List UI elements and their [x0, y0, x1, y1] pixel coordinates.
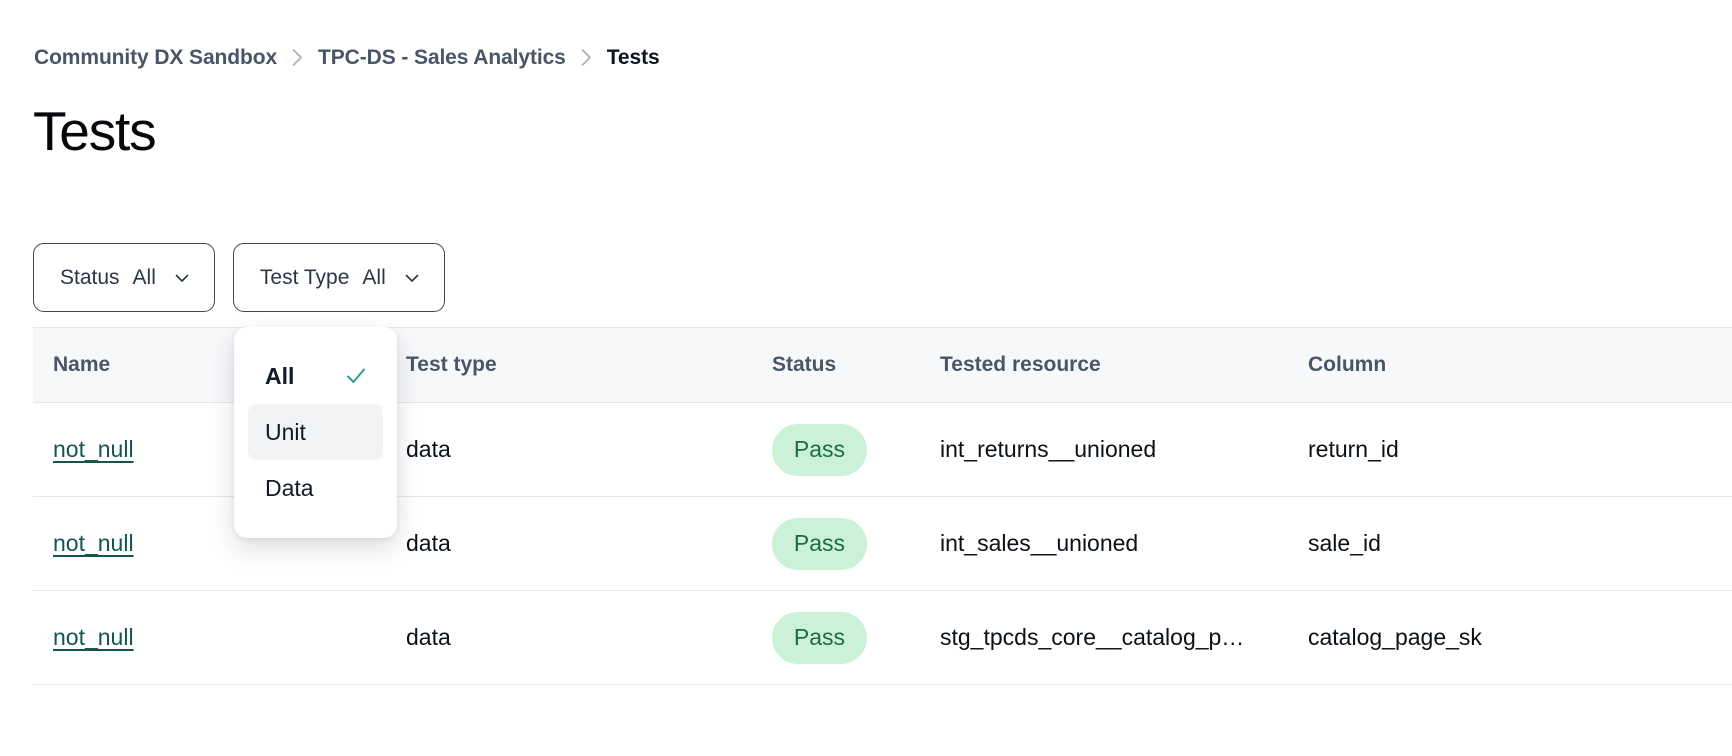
column-header-test-type[interactable]: Test type	[406, 353, 497, 376]
dropdown-option-data[interactable]: Data	[248, 460, 383, 516]
cell-tested-resource: int_returns__unioned	[940, 436, 1308, 463]
test-type-dropdown-menu: All Unit Data	[234, 327, 397, 538]
dropdown-option-label: Unit	[265, 418, 306, 445]
tested-resource-value: stg_tpcds_core__catalog_p…	[940, 624, 1245, 650]
status-filter-value: All	[132, 265, 156, 289]
status-badge: Pass	[772, 517, 867, 570]
breadcrumb-item-tpc-ds-sales-analytics[interactable]: TPC-DS - Sales Analytics	[318, 46, 566, 69]
dropdown-option-label: All	[265, 362, 295, 389]
dropdown-option-unit[interactable]: Unit	[248, 404, 383, 460]
dropdown-option-all[interactable]: All	[248, 348, 383, 404]
test-name-link[interactable]: not_null	[53, 436, 134, 462]
test-name-link[interactable]: not_null	[53, 530, 134, 556]
status-filter-dropdown[interactable]: Status All	[33, 243, 215, 312]
chevron-down-icon	[172, 268, 192, 288]
chevron-right-icon	[291, 48, 304, 67]
cell-column: sale_id	[1308, 530, 1381, 556]
breadcrumb: Community DX Sandbox TPC-DS - Sales Anal…	[34, 46, 660, 70]
column-header-tested-resource[interactable]: Tested resource	[940, 353, 1101, 376]
status-badge: Pass	[772, 423, 867, 476]
column-header-column[interactable]: Column	[1308, 353, 1387, 376]
tested-resource-value: int_returns__unioned	[940, 436, 1157, 462]
cell-test-type: data	[406, 436, 451, 462]
tested-resource-value: int_sales__unioned	[940, 530, 1139, 556]
cell-status: Pass	[772, 611, 940, 664]
cell-tested-resource: int_sales__unioned	[940, 530, 1308, 557]
test-type-filter-value: All	[362, 265, 386, 289]
test-name-link[interactable]: not_null	[53, 624, 134, 650]
column-header-name[interactable]: Name	[53, 353, 111, 376]
chevron-down-icon	[402, 268, 422, 288]
status-badge: Pass	[772, 611, 867, 664]
cell-status: Pass	[772, 423, 940, 476]
cell-name: not_null	[33, 530, 406, 557]
cell-column: catalog_page_sk	[1308, 624, 1482, 650]
table-row: not_null data Pass stg_tpcds_core__catal…	[33, 591, 1732, 685]
check-icon	[343, 363, 369, 389]
test-type-filter-dropdown[interactable]: Test Type All	[232, 243, 445, 312]
column-header-status[interactable]: Status	[772, 353, 837, 376]
status-filter-label: Status	[60, 265, 120, 289]
chevron-right-icon	[580, 48, 593, 67]
cell-test-type: data	[406, 530, 451, 556]
breadcrumb-item-tests: Tests	[606, 46, 660, 69]
filter-bar: Status All Test Type All	[33, 243, 445, 312]
page-title: Tests	[33, 100, 157, 162]
dropdown-option-label: Data	[265, 474, 314, 501]
cell-tested-resource: stg_tpcds_core__catalog_p…	[940, 624, 1308, 651]
cell-status: Pass	[772, 517, 940, 570]
cell-name: not_null	[33, 624, 406, 651]
cell-test-type: data	[406, 624, 451, 650]
test-type-filter-label: Test Type	[259, 265, 350, 289]
cell-name: not_null	[33, 436, 406, 463]
breadcrumb-item-community-dx-sandbox[interactable]: Community DX Sandbox	[34, 46, 278, 69]
cell-column: return_id	[1308, 436, 1399, 462]
